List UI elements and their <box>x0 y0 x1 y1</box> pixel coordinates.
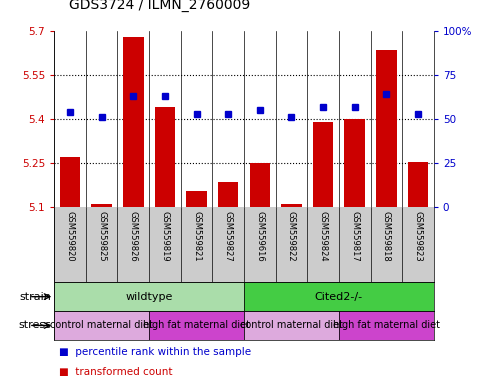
Bar <box>408 162 428 207</box>
Text: high fat maternal diet: high fat maternal diet <box>143 320 250 331</box>
Text: GSM559818: GSM559818 <box>382 211 391 262</box>
Text: stress: stress <box>19 320 52 331</box>
Bar <box>54 282 244 311</box>
Text: ■  percentile rank within the sample: ■ percentile rank within the sample <box>59 347 251 357</box>
Bar <box>155 107 175 207</box>
Text: Cited2-/-: Cited2-/- <box>315 291 363 302</box>
Text: GSM559824: GSM559824 <box>318 211 328 262</box>
Bar <box>54 311 149 340</box>
Text: GSM559825: GSM559825 <box>97 211 106 262</box>
Bar <box>218 182 239 207</box>
Text: wildtype: wildtype <box>125 291 173 302</box>
Text: high fat maternal diet: high fat maternal diet <box>333 320 440 331</box>
Bar <box>281 204 302 207</box>
Bar <box>244 311 339 340</box>
Text: GSM559822: GSM559822 <box>287 211 296 262</box>
Bar <box>376 50 397 207</box>
Text: control maternal diet: control maternal diet <box>50 320 153 331</box>
Text: strain: strain <box>20 291 52 302</box>
Text: GSM559821: GSM559821 <box>192 211 201 262</box>
Text: ■  transformed count: ■ transformed count <box>59 367 173 377</box>
Text: GSM559819: GSM559819 <box>160 211 170 262</box>
Bar <box>313 122 333 207</box>
Bar <box>249 163 270 207</box>
Text: GSM559616: GSM559616 <box>255 211 264 262</box>
Bar <box>149 311 244 340</box>
Bar <box>339 311 434 340</box>
Bar <box>60 157 80 207</box>
Bar <box>91 204 112 207</box>
Bar <box>345 119 365 207</box>
Text: GSM559820: GSM559820 <box>66 211 74 262</box>
Bar <box>186 191 207 207</box>
Text: GSM559826: GSM559826 <box>129 211 138 262</box>
Bar <box>123 36 143 207</box>
Bar <box>244 282 434 311</box>
Text: GDS3724 / ILMN_2760009: GDS3724 / ILMN_2760009 <box>69 0 250 12</box>
Text: GSM559827: GSM559827 <box>224 211 233 262</box>
Text: GSM559817: GSM559817 <box>350 211 359 262</box>
Text: GSM559823: GSM559823 <box>414 211 423 262</box>
Text: control maternal diet: control maternal diet <box>240 320 343 331</box>
